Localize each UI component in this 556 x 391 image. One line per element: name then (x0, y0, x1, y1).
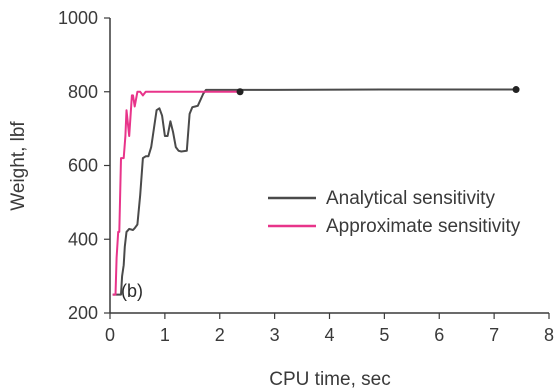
x-tick-label: 6 (434, 325, 444, 345)
ticks: 0 1 2 3 4 5 6 7 8 200 400 600 800 1000 (58, 8, 554, 345)
legend: Analytical sensitivity Approximate sensi… (268, 188, 521, 237)
series-line-analytical (112, 88, 517, 296)
x-tick-label: 2 (215, 325, 225, 345)
series-end-point-analytical (512, 86, 520, 94)
x-tick-label: 1 (160, 325, 170, 345)
legend-label-approximate: Approximate sensitivity (326, 216, 521, 237)
x-axis-title: CPU time, sec (269, 369, 390, 390)
y-tick-label: 200 (68, 303, 98, 323)
x-tick-label: 5 (379, 325, 389, 345)
x-tick-label: 0 (105, 325, 115, 345)
x-tick-label: 4 (324, 325, 334, 345)
y-axis-title: Weight, lbf (8, 121, 29, 211)
axes (109, 18, 549, 314)
y-tick-label: 1000 (58, 8, 98, 28)
y-tick-label: 400 (68, 229, 98, 249)
x-tick-label: 8 (544, 325, 554, 345)
y-tick-label: 600 (68, 156, 98, 176)
series (112, 86, 520, 296)
x-tick-label: 3 (270, 325, 280, 345)
x-tick-label: 7 (489, 325, 499, 345)
legend-label-analytical: Analytical sensitivity (326, 188, 495, 209)
panel-label: (b) (121, 281, 143, 301)
series-end-point-approximate (236, 88, 244, 96)
y-tick-label: 800 (68, 82, 98, 102)
series-line-approximate (112, 90, 241, 296)
